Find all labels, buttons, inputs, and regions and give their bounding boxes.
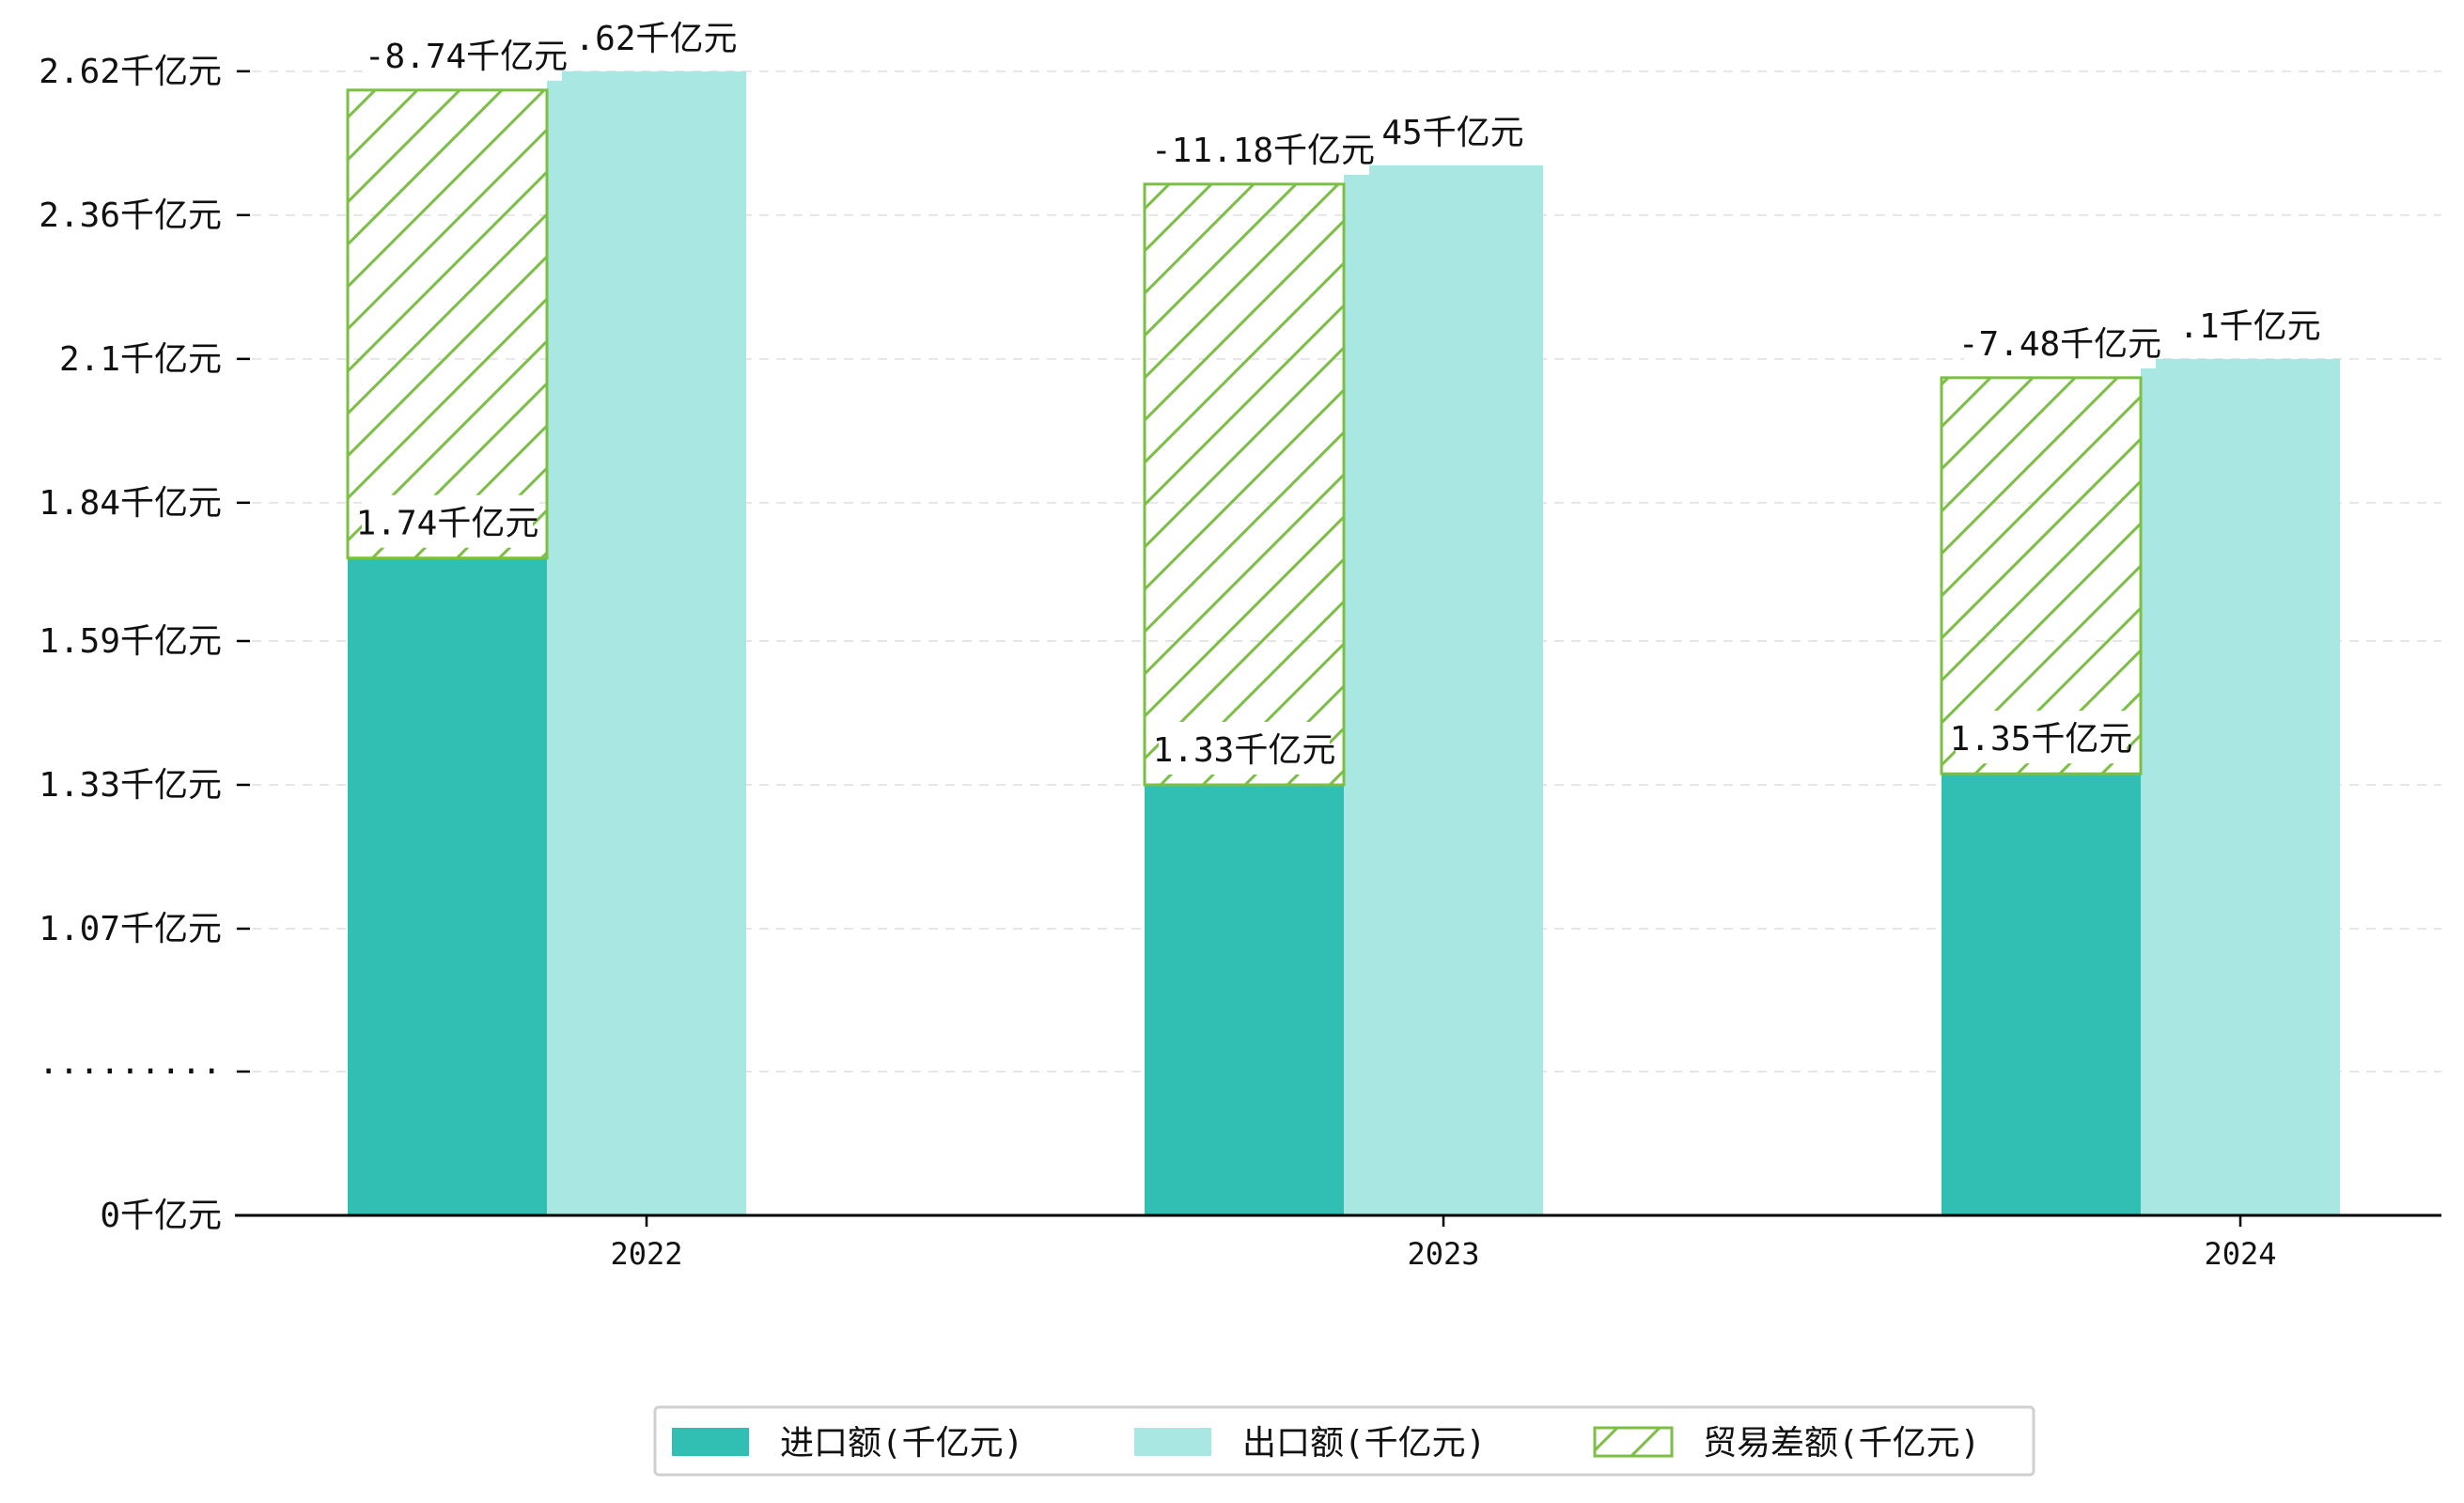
trade-balance-bar bbox=[1940, 376, 2143, 775]
bars bbox=[346, 70, 2340, 1216]
export-bar bbox=[2141, 358, 2340, 1216]
x-axis: 2022 2023 2024 bbox=[610, 1215, 2277, 1272]
y-tick-label: 1.84千亿元 bbox=[39, 484, 222, 523]
y-tick-label: 0千亿元 bbox=[100, 1197, 222, 1235]
balance-value-label-bg bbox=[1157, 121, 1369, 175]
y-tick-label: 1.59千亿元 bbox=[39, 622, 222, 661]
y-tick-label: 1.33千亿元 bbox=[39, 766, 222, 805]
export-value-label-bg bbox=[581, 9, 731, 63]
legend-label: 出口额(千亿元) bbox=[1242, 1424, 1486, 1463]
y-axis: 0千亿元 ········· 1.07千亿元 1.33千亿元 1.59千亿元 1.84千亿… bbox=[39, 53, 250, 1235]
legend-swatch bbox=[1134, 1428, 1211, 1456]
import-bar bbox=[1942, 774, 2141, 1215]
legend: 进口额(千亿元) 出口额(千亿元) 贸易差额(千亿元) bbox=[653, 1405, 2035, 1477]
trade-balance-bar bbox=[346, 88, 549, 560]
y-tick-label: ········· bbox=[39, 1053, 222, 1091]
import-value-label-bg bbox=[362, 494, 533, 548]
import-value-label: 1.33千亿元 bbox=[1153, 731, 1336, 770]
import-value-label: 1.35千亿元 bbox=[1950, 720, 2133, 759]
y-tick-label: 2.1千亿元 bbox=[59, 340, 222, 379]
y-tick-label: 2.62千亿元 bbox=[39, 53, 222, 91]
export-value-label-bg bbox=[2185, 297, 2315, 351]
x-tick-label: 2024 bbox=[2204, 1236, 2276, 1272]
import-bar bbox=[1145, 784, 1344, 1215]
legend-box bbox=[653, 1405, 2035, 1477]
import-value-label: 1.74千亿元 bbox=[356, 505, 539, 543]
export-bar bbox=[547, 70, 746, 1216]
balance-value-label-bg bbox=[1964, 315, 2156, 368]
legend-label: 贸易差额(千亿元) bbox=[1703, 1424, 1980, 1463]
export-value-label: .1千亿元 bbox=[2178, 307, 2320, 346]
trade-balance-bar bbox=[1143, 182, 1346, 787]
export-value-label-bg bbox=[1388, 103, 1518, 157]
balance-value-label: -8.74千亿元 bbox=[365, 38, 568, 76]
export-value-label: .62千亿元 bbox=[574, 20, 737, 58]
import-bar bbox=[348, 557, 547, 1215]
balance-value-label: -7.48千亿元 bbox=[1958, 325, 2161, 364]
y-tick-label: 2.36千亿元 bbox=[39, 196, 222, 235]
import-value-label-bg bbox=[1956, 711, 2127, 764]
legend-label: 进口额(千亿元) bbox=[780, 1424, 1023, 1463]
legend-swatch bbox=[1593, 1426, 1674, 1458]
export-value-label: 45千亿元 bbox=[1381, 114, 1523, 152]
x-tick-label: 2023 bbox=[1407, 1236, 1479, 1272]
x-tick-label: 2022 bbox=[610, 1236, 682, 1272]
legend-swatch bbox=[672, 1428, 749, 1456]
balance-value-label: -11.18千亿元 bbox=[1151, 132, 1375, 170]
export-bar bbox=[1344, 164, 1543, 1215]
y-tick-label: 1.07千亿元 bbox=[39, 910, 222, 948]
import-value-label-bg bbox=[1159, 721, 1330, 775]
data-labels: 1.74千亿元 -8.74千亿元 .62千亿元 1.33千亿元 -11.18千亿元 45千… bbox=[356, 9, 2321, 775]
balance-value-label-bg bbox=[370, 27, 562, 81]
